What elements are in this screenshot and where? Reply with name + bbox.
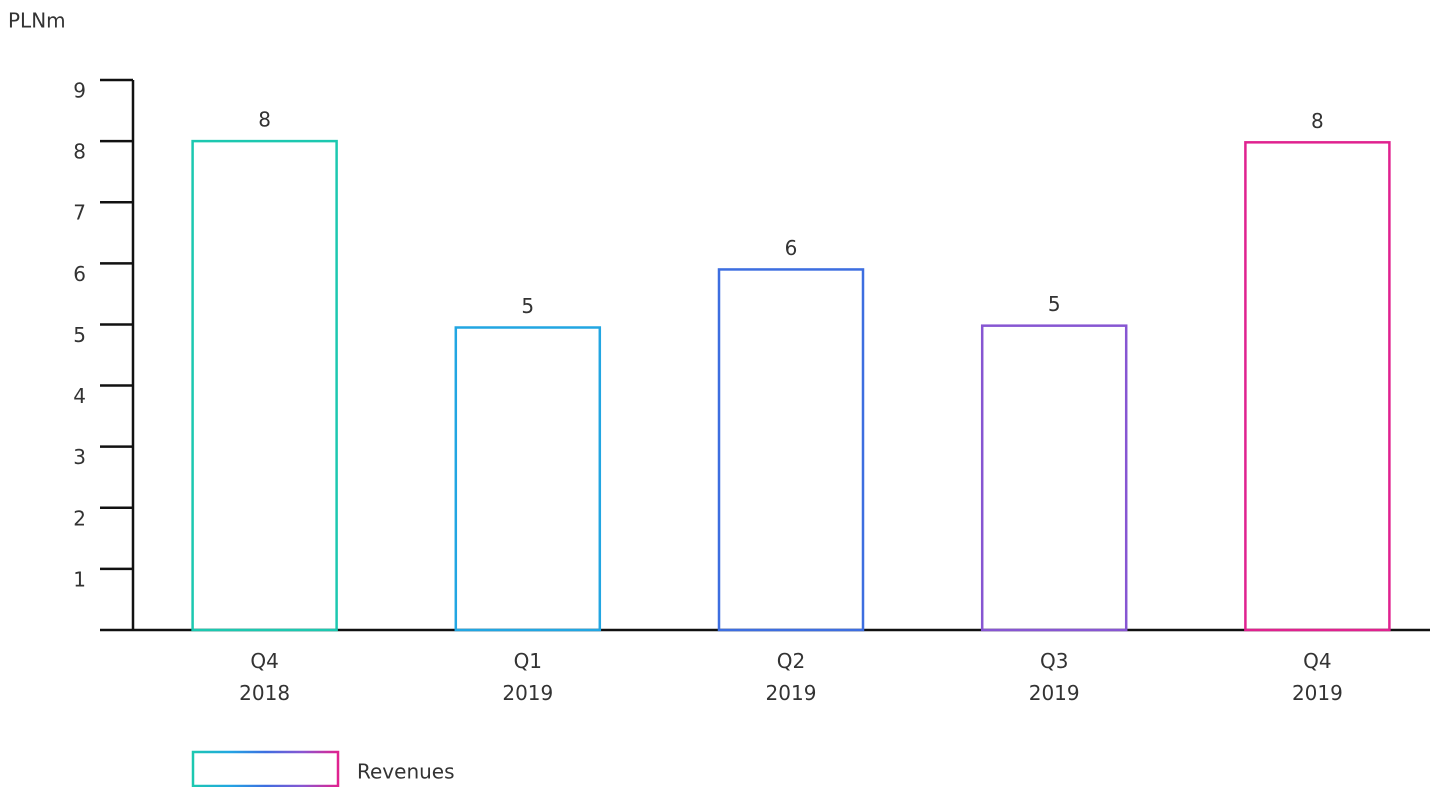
x-tick-label: Q3 2019 bbox=[1028, 649, 1080, 705]
x-tick-label: Q2 2019 bbox=[765, 649, 817, 705]
y-tick-label: 2 bbox=[73, 506, 86, 530]
bar bbox=[191, 139, 338, 632]
y-tick-label: 6 bbox=[73, 262, 86, 286]
bar bbox=[980, 324, 1128, 632]
value-label: 5 bbox=[1048, 292, 1061, 316]
y-tick-label: 3 bbox=[73, 445, 86, 469]
y-tick-label: 7 bbox=[73, 201, 86, 225]
y-axis-label: PLNm bbox=[8, 9, 66, 33]
value-label: 8 bbox=[258, 108, 271, 132]
legend-swatch bbox=[191, 750, 340, 787]
y-tick-label: 9 bbox=[73, 79, 86, 103]
legend-label: Revenues bbox=[357, 760, 455, 784]
x-tick-label: Q4 2019 bbox=[1291, 649, 1343, 705]
value-label: 8 bbox=[1311, 109, 1324, 133]
value-label: 6 bbox=[785, 236, 798, 260]
y-tick-label: 5 bbox=[73, 323, 86, 347]
x-tick-label: Q4 2018 bbox=[239, 649, 291, 705]
y-tick-label: 8 bbox=[73, 140, 86, 164]
bar bbox=[454, 326, 602, 632]
value-label: 5 bbox=[521, 294, 534, 318]
bar bbox=[1244, 141, 1391, 632]
y-tick-label: 1 bbox=[73, 567, 86, 591]
x-tick-label: Q1 2019 bbox=[502, 649, 554, 705]
y-tick-label: 4 bbox=[73, 384, 86, 408]
bar bbox=[717, 268, 865, 632]
